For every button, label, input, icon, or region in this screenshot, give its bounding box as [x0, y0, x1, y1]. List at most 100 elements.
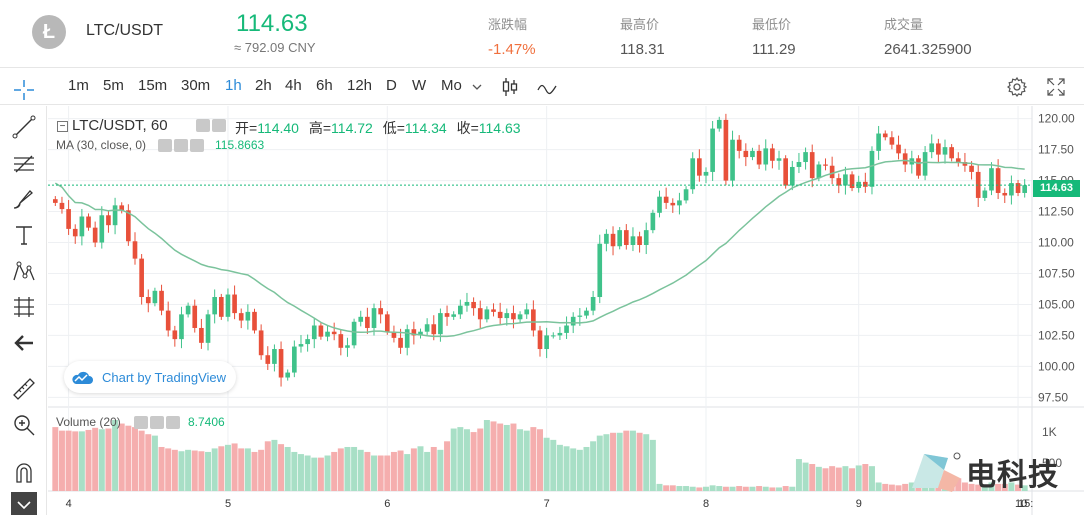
trend-line-icon[interactable]: [11, 114, 37, 140]
text-icon[interactable]: [11, 222, 37, 248]
candle-body: [650, 212, 656, 231]
tf-6h[interactable]: 6h: [316, 77, 333, 94]
volume-settings-buttons[interactable]: [134, 416, 180, 429]
cloud-icon: [72, 371, 93, 384]
candle-body: [497, 311, 503, 319]
tf-4h[interactable]: 4h: [285, 77, 302, 94]
tf-12h[interactable]: 12h: [347, 77, 373, 94]
volume-bar: [224, 444, 231, 491]
chart-area[interactable]: 120.00117.50115.00112.50110.00107.50105.…: [48, 106, 1084, 515]
candle-body: [929, 143, 935, 153]
candle-body: [982, 190, 988, 198]
ruler-icon[interactable]: [11, 376, 37, 402]
volume-bar: [663, 485, 670, 491]
candle-body: [285, 372, 291, 378]
tf-1h[interactable]: 1h: [225, 77, 242, 94]
candle-body: [199, 327, 204, 343]
back-arrow-icon[interactable]: [11, 330, 37, 356]
volume-bar: [729, 486, 736, 491]
volume-bar: [835, 467, 842, 491]
volume-bar: [1021, 485, 1028, 491]
tf-w[interactable]: W: [412, 77, 427, 94]
series-settings-buttons[interactable]: [196, 119, 226, 132]
volume-bar: [125, 425, 132, 491]
volume-bar: [842, 466, 849, 491]
volume-bar: [297, 454, 304, 491]
candle-body: [1009, 183, 1014, 196]
volume-bar: [72, 431, 79, 491]
volume-bar: [231, 443, 238, 491]
candle-body: [258, 330, 264, 356]
volume-bar: [98, 429, 105, 491]
volume-bar: [656, 483, 663, 491]
tf-1m[interactable]: 1m: [68, 77, 89, 94]
candle-body: [995, 168, 1001, 193]
ma-settings-buttons[interactable]: [158, 139, 204, 152]
chevron-down-icon[interactable]: [471, 80, 483, 98]
candle-body: [962, 162, 968, 166]
brush-icon[interactable]: [11, 186, 37, 212]
candlestick-chart[interactable]: 120.00117.50115.00112.50110.00107.50105.…: [48, 106, 1084, 515]
candle-body: [776, 158, 782, 161]
legend-collapse-icon[interactable]: −: [57, 120, 68, 132]
volume-bar: [629, 430, 636, 491]
candle-body: [849, 174, 855, 189]
settings-icon: [174, 139, 188, 152]
volume-bar: [570, 448, 577, 491]
volume-bar: [450, 428, 457, 491]
ma-legend-label: MA (30, close, 0): [56, 138, 147, 152]
candlestick-icon[interactable]: [500, 76, 520, 103]
price-tick-label: 97.50: [1038, 390, 1068, 404]
volume-bar: [882, 483, 889, 491]
tradingview-attribution[interactable]: Chart by TradingView: [64, 361, 237, 393]
gear-icon[interactable]: [1006, 76, 1028, 103]
candle-body: [590, 297, 596, 311]
candle-body: [106, 215, 111, 226]
volume-bar: [178, 451, 185, 491]
crosshair-icon[interactable]: [12, 78, 36, 107]
volume-bar: [928, 485, 935, 491]
fib-icon[interactable]: [11, 150, 37, 176]
volume-bar: [444, 441, 451, 491]
settings-icon: [150, 416, 164, 429]
volume-bar: [596, 435, 603, 491]
collapse-icon[interactable]: [11, 492, 37, 515]
candle-body: [736, 139, 742, 151]
candle-body: [338, 334, 344, 348]
volume-bar: [138, 430, 145, 491]
tf-30m[interactable]: 30m: [181, 77, 211, 94]
volume-bar: [410, 448, 417, 491]
last-price-tag: 114.63: [1033, 180, 1080, 197]
candle-body: [670, 202, 676, 206]
candle-body: [444, 313, 450, 317]
volume-bar: [709, 485, 716, 491]
tf-d[interactable]: D: [386, 77, 397, 94]
volume-bar: [696, 487, 703, 491]
candle-body: [531, 309, 536, 331]
prediction-icon[interactable]: [11, 294, 37, 320]
volume-bar: [211, 448, 218, 491]
tf-2h[interactable]: 2h: [255, 77, 272, 94]
volume-bar: [961, 482, 968, 491]
stat-change: 涨跌幅 -1.47%: [488, 17, 536, 58]
line-chart-icon[interactable]: [536, 76, 558, 103]
fullscreen-icon[interactable]: [1045, 76, 1067, 103]
candle-body: [305, 339, 310, 345]
volume-bar: [756, 486, 763, 491]
candle-body: [630, 236, 636, 245]
pattern-icon[interactable]: [11, 258, 37, 284]
zoom-in-icon[interactable]: [11, 412, 37, 438]
tf-15m[interactable]: 15m: [138, 77, 168, 94]
magnet-icon[interactable]: [11, 460, 37, 486]
volume-bar: [384, 455, 391, 491]
tf-mo[interactable]: Mo: [441, 77, 462, 94]
time-tick-label: 15:: [1018, 498, 1033, 510]
candle-body: [756, 150, 762, 165]
drawing-toolbar: [0, 106, 47, 515]
candle-body: [99, 215, 105, 243]
candle-body: [92, 227, 98, 243]
volume-bar: [862, 464, 869, 491]
candle-body: [272, 349, 277, 364]
tf-5m[interactable]: 5m: [103, 77, 124, 94]
candle-body: [869, 150, 875, 187]
